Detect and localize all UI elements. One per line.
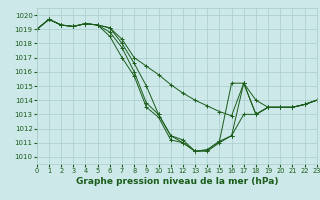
X-axis label: Graphe pression niveau de la mer (hPa): Graphe pression niveau de la mer (hPa) <box>76 177 278 186</box>
